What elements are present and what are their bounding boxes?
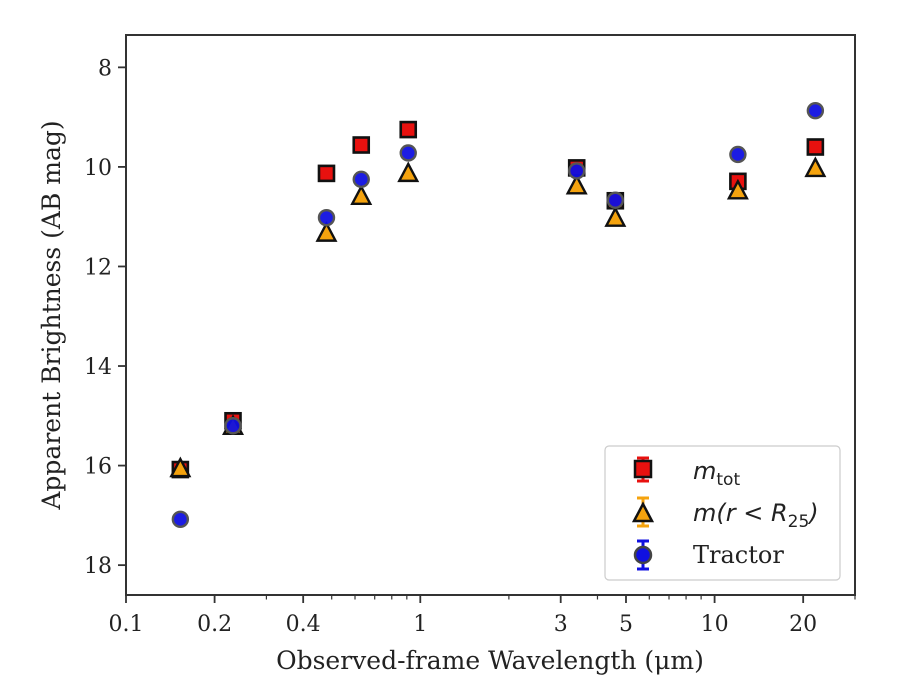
data-point-triangle	[315, 221, 338, 242]
y-tick-label: 8	[98, 56, 112, 81]
data-point-circle	[399, 144, 417, 162]
y-tick-label: 12	[84, 255, 112, 280]
legend-entry-mr25: m(r < R25)	[631, 496, 819, 532]
data-point-square	[317, 164, 336, 183]
data-point-circle	[352, 170, 370, 189]
data-point-triangle	[350, 184, 373, 205]
data-point-triangle	[726, 178, 749, 200]
data-point-triangle	[565, 173, 588, 195]
plot-area	[169, 101, 827, 529]
legend-label-mr25: m(r < R25)	[693, 499, 819, 532]
y-tick-label: 16	[84, 455, 112, 480]
data-point-circle	[224, 417, 242, 435]
x-tick-label: 1	[413, 612, 427, 637]
data-point-circle	[317, 208, 336, 227]
x-tick-label: 5	[619, 612, 633, 637]
data-point-triangle	[804, 156, 827, 178]
series-circle	[171, 101, 825, 529]
legend-label-mtot-base: m	[693, 457, 716, 485]
legend-label-mr25-sub: 25	[788, 512, 810, 532]
data-point-circle	[729, 145, 747, 164]
x-tick-label: 0.2	[197, 612, 232, 637]
legend-marker-circle	[633, 545, 653, 565]
data-point-circle	[568, 162, 586, 180]
y-tick-label: 18	[84, 554, 112, 579]
x-tick-label: 10	[701, 612, 729, 637]
axes: 0.1 0.2 0.4 1 3 5 10 20 8 10 12 14 16 18	[84, 56, 856, 637]
legend-box	[604, 445, 841, 581]
y-tick-label: 10	[84, 156, 112, 181]
y-tick-label: 14	[84, 355, 112, 380]
data-point-square	[806, 138, 825, 156]
y-axis-label: Apparent Brightness (AB mag)	[37, 120, 66, 510]
data-point-triangle	[604, 206, 627, 227]
data-point-square	[352, 136, 371, 154]
legend-label-mtot: mtot	[693, 457, 740, 490]
data-point-circle	[806, 101, 825, 120]
data-point-square	[399, 120, 418, 139]
legend-label-tractor: Tractor	[693, 541, 784, 569]
x-axis-label: Observed-frame Wavelength (μm)	[276, 646, 704, 675]
data-point-circle	[171, 510, 190, 529]
x-tick-label: 0.1	[109, 612, 144, 637]
data-point-triangle	[169, 456, 192, 478]
legend: mtot m(r < R25) Tractor	[604, 445, 841, 581]
x-tick-label: 3	[554, 612, 568, 637]
x-tick-label: 0.4	[286, 612, 321, 637]
legend-label-mr25-suffix: )	[807, 499, 818, 527]
legend-entry-mtot: mtot	[633, 456, 740, 490]
data-point-circle	[606, 191, 625, 209]
legend-label-mr25-prefix: m(r < R	[693, 499, 788, 527]
axes-frame	[125, 34, 856, 596]
legend-label-mtot-sub: tot	[716, 470, 740, 490]
data-point-triangle	[397, 161, 420, 183]
legend-marker-square	[633, 459, 653, 479]
legend-marker-triangle	[631, 501, 655, 523]
series-triangle	[169, 156, 827, 478]
x-tick-label: 20	[789, 612, 817, 637]
legend-entry-tractor: Tractor	[633, 539, 784, 571]
series-square	[171, 120, 825, 479]
